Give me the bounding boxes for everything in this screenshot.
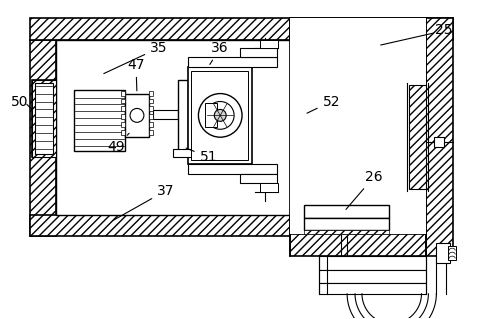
- Text: 51: 51: [186, 148, 217, 164]
- Text: 52: 52: [307, 94, 340, 113]
- Bar: [426, 18, 453, 256]
- Bar: [304, 204, 389, 219]
- Bar: [30, 18, 289, 40]
- Bar: [260, 183, 278, 192]
- Bar: [188, 164, 277, 174]
- Text: 47: 47: [127, 58, 145, 91]
- Bar: [30, 40, 56, 236]
- Bar: [192, 71, 248, 160]
- Bar: [260, 40, 278, 48]
- Bar: [149, 99, 153, 103]
- Bar: [173, 149, 193, 157]
- Bar: [153, 110, 178, 119]
- Bar: [125, 93, 149, 137]
- Bar: [56, 40, 289, 214]
- Bar: [121, 115, 125, 119]
- Bar: [56, 40, 289, 214]
- Bar: [35, 83, 53, 154]
- Bar: [149, 130, 153, 135]
- Text: 36: 36: [210, 41, 229, 64]
- Bar: [121, 99, 125, 103]
- Bar: [121, 107, 125, 111]
- Bar: [319, 270, 426, 283]
- Bar: [149, 115, 153, 119]
- Bar: [289, 18, 426, 234]
- Bar: [304, 219, 389, 230]
- Bar: [434, 137, 444, 147]
- Circle shape: [214, 109, 226, 121]
- Bar: [206, 103, 217, 127]
- Bar: [240, 174, 277, 183]
- Bar: [289, 18, 453, 40]
- Bar: [121, 122, 125, 127]
- Bar: [121, 130, 125, 135]
- Bar: [319, 256, 426, 270]
- Circle shape: [199, 93, 242, 137]
- Circle shape: [206, 101, 234, 129]
- Bar: [304, 230, 389, 234]
- Bar: [188, 57, 277, 67]
- Text: 25: 25: [435, 23, 452, 37]
- Text: 26: 26: [346, 170, 383, 210]
- Bar: [32, 80, 56, 157]
- Bar: [149, 91, 153, 96]
- Bar: [188, 67, 252, 164]
- Bar: [121, 91, 125, 96]
- Bar: [149, 122, 153, 127]
- Bar: [149, 107, 153, 111]
- Bar: [448, 246, 456, 260]
- Text: 49: 49: [107, 133, 129, 154]
- Bar: [289, 234, 426, 256]
- Bar: [32, 80, 56, 157]
- Circle shape: [130, 108, 144, 122]
- Text: 37: 37: [114, 184, 174, 220]
- Text: 35: 35: [104, 41, 167, 74]
- Bar: [319, 283, 426, 294]
- Bar: [74, 90, 125, 151]
- Text: 50: 50: [11, 94, 29, 108]
- Bar: [30, 214, 289, 236]
- Bar: [178, 80, 188, 151]
- Bar: [409, 85, 426, 189]
- Bar: [240, 48, 277, 57]
- Bar: [436, 243, 450, 263]
